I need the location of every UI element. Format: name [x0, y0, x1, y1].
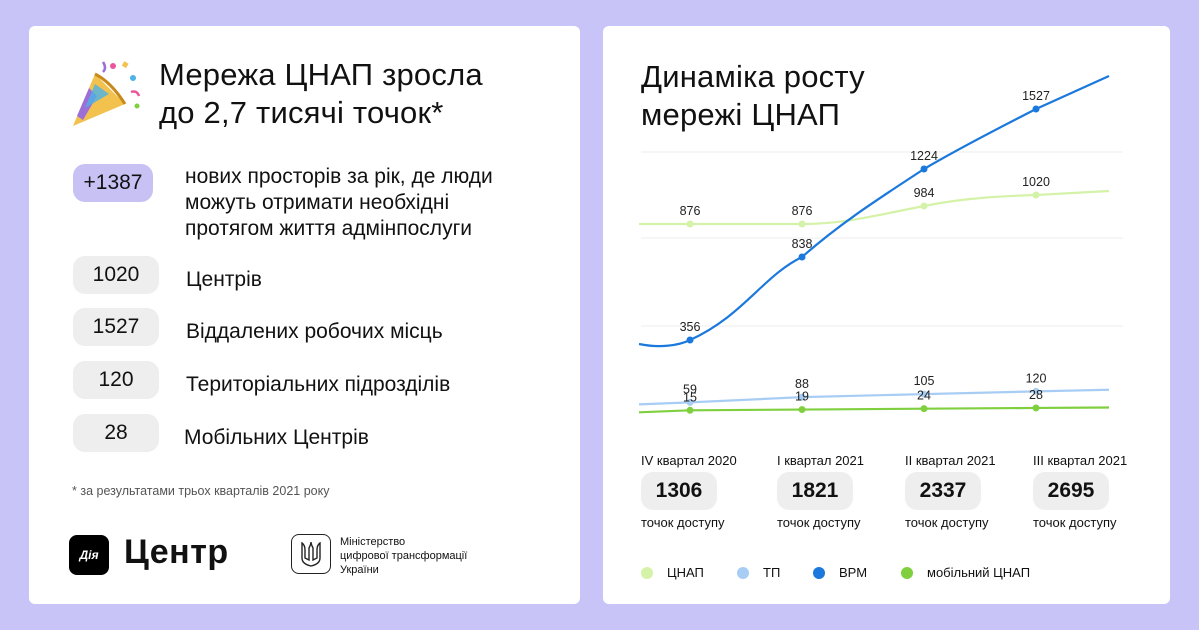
- period-label-q2-2021: II квартал 2021: [905, 453, 996, 468]
- period-total-q2-2021: 2337: [905, 472, 981, 510]
- legend-swatch-mobile: [901, 566, 913, 579]
- summary-headline: Мережа ЦНАП зросла до 2,7 тисячі точок*: [159, 57, 483, 130]
- data-point-cnap: [686, 220, 694, 228]
- data-point-cnap: [1032, 191, 1040, 199]
- data-point-vrm: [920, 165, 928, 173]
- data-label-vrm: 838: [792, 237, 813, 251]
- period-total-q4-2020: 1306: [641, 472, 717, 510]
- brand-name: Центр: [124, 533, 229, 571]
- footnote: * за результатами трьох кварталів 2021 р…: [72, 484, 330, 498]
- data-label-vrm: 1527: [1022, 89, 1050, 103]
- data-point-vrm: [798, 253, 806, 261]
- legend-item-vrm: ВРМ: [813, 565, 867, 580]
- data-point-cnap: [798, 220, 806, 228]
- stat-value-remote: 1527: [73, 308, 159, 346]
- data-label-mobile: 19: [795, 390, 809, 404]
- data-label-tp: 105: [914, 374, 935, 388]
- data-point-vrm: [686, 336, 694, 344]
- period-caption-q2-2021: точок доступу: [905, 515, 989, 530]
- legend-swatch-tp: [737, 566, 749, 579]
- data-point-tp: [798, 393, 806, 401]
- stat-label-remote: Віддалених робочих місць: [186, 320, 443, 343]
- party-popper-icon: [73, 61, 141, 126]
- data-point-mobile: [920, 405, 928, 413]
- data-label-tp: 120: [1026, 371, 1047, 385]
- summary-card: Мережа ЦНАП зросла до 2,7 тисячі точок* …: [29, 26, 580, 604]
- data-label-cnap: 984: [914, 186, 935, 200]
- legend-item-tp: ТП: [737, 565, 780, 580]
- legend-item-mobile: мобільний ЦНАП: [901, 565, 1030, 580]
- stat-label-new: нових просторів за рік, де люди можуть о…: [185, 165, 493, 240]
- data-label-mobile: 15: [683, 390, 697, 404]
- period-caption-q4-2020: точок доступу: [641, 515, 725, 530]
- chart-card: Динаміка росту мережі ЦНАП 876 876 984 1020…: [603, 26, 1170, 604]
- legend-item-cnap: ЦНАП: [641, 565, 704, 580]
- data-label-vrm: 1224: [910, 149, 938, 163]
- stat-label-territorial: Територіальних підрозділів: [186, 373, 451, 396]
- data-point-tp: [686, 398, 694, 406]
- data-point-tp: [920, 390, 928, 398]
- series-line-mobile: [638, 406, 1110, 414]
- data-label-cnap: 1020: [1022, 175, 1050, 189]
- data-label-tp: 88: [795, 377, 809, 391]
- stat-value-mobile: 28: [73, 414, 159, 452]
- data-label-cnap: 876: [792, 204, 813, 218]
- period-caption-q3-2021: точок доступу: [1033, 515, 1117, 530]
- line-chart: 876 876 984 1020 59 88 105 120 356 838 1224 1527 15 1…: [638, 74, 1123, 414]
- period-label-q4-2020: IV квартал 2020: [641, 453, 737, 468]
- legend-swatch-vrm: [813, 566, 825, 579]
- legend-swatch-cnap: [641, 566, 653, 579]
- data-label-cnap: 876: [680, 204, 701, 218]
- data-label-mobile: 28: [1029, 388, 1043, 402]
- data-point-mobile: [686, 406, 694, 414]
- period-label-q3-2021: III квартал 2021: [1033, 453, 1128, 468]
- period-label-q1-2021: I квартал 2021: [777, 453, 865, 468]
- stat-value-territorial: 120: [73, 361, 159, 399]
- period-total-q3-2021: 2695: [1033, 472, 1109, 510]
- stat-label-mobile: Мобільних Центрів: [184, 426, 369, 449]
- period-total-q1-2021: 1821: [777, 472, 853, 510]
- diia-logo-badge: Дія: [69, 535, 109, 575]
- trident-emblem-icon: [291, 534, 331, 574]
- period-caption-q1-2021: точок доступу: [777, 515, 861, 530]
- chart-title: Динаміка росту мережі ЦНАП: [641, 59, 865, 132]
- ministry-name: Міністерство цифрової трансформації Укра…: [340, 536, 468, 576]
- data-label-mobile: 24: [917, 389, 931, 403]
- series-line-tp: [638, 388, 1110, 406]
- data-point-mobile: [1032, 404, 1040, 412]
- data-label-tp: 59: [683, 382, 697, 396]
- data-point-vrm: [1032, 105, 1040, 113]
- stat-value-new: +1387: [73, 164, 153, 202]
- stat-label-centers: Центрів: [186, 268, 262, 291]
- series-line-vrm: [638, 74, 1110, 348]
- data-point-tp: [1032, 387, 1040, 395]
- data-point-cnap: [920, 202, 928, 210]
- stat-value-centers: 1020: [73, 256, 159, 294]
- data-label-vrm: 356: [680, 320, 701, 334]
- data-point-mobile: [798, 406, 806, 414]
